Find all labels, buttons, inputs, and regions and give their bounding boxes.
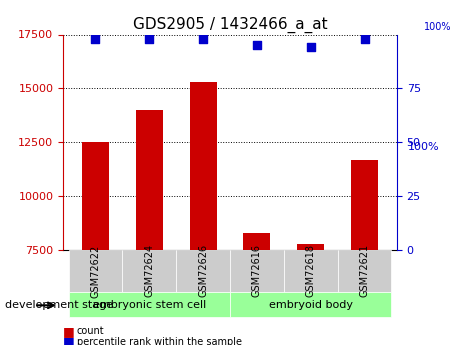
Text: GSM72626: GSM72626: [198, 244, 208, 297]
Point: [307, 45, 314, 50]
Bar: [244, 233, 271, 250]
Text: ■: ■: [63, 325, 75, 338]
Text: GSM72622: GSM72622: [91, 244, 101, 297]
Text: GSM72624: GSM72624: [144, 244, 154, 297]
Point: [199, 36, 207, 41]
Text: embryonic stem cell: embryonic stem cell: [92, 299, 206, 309]
FancyBboxPatch shape: [176, 250, 230, 292]
Bar: [297, 244, 324, 250]
Text: GSM72616: GSM72616: [252, 244, 262, 297]
Y-axis label: 100%: 100%: [408, 142, 439, 152]
Text: development stage: development stage: [5, 300, 113, 310]
Text: percentile rank within the sample: percentile rank within the sample: [77, 337, 242, 345]
Bar: [136, 110, 163, 250]
Text: 100%: 100%: [423, 22, 451, 32]
FancyBboxPatch shape: [69, 292, 230, 317]
Point: [146, 36, 153, 41]
Bar: [82, 142, 109, 250]
Title: GDS2905 / 1432466_a_at: GDS2905 / 1432466_a_at: [133, 17, 327, 33]
Point: [92, 36, 99, 41]
Text: GSM72618: GSM72618: [306, 244, 316, 297]
Bar: [189, 82, 216, 250]
Text: count: count: [77, 326, 104, 336]
FancyBboxPatch shape: [69, 250, 122, 292]
Text: GSM72621: GSM72621: [359, 244, 369, 297]
Point: [253, 42, 261, 48]
Bar: [351, 159, 378, 250]
Text: embryoid body: embryoid body: [269, 299, 353, 309]
FancyBboxPatch shape: [284, 250, 338, 292]
Text: ■: ■: [63, 335, 75, 345]
Point: [361, 36, 368, 41]
FancyBboxPatch shape: [230, 292, 391, 317]
FancyBboxPatch shape: [122, 250, 176, 292]
FancyBboxPatch shape: [338, 250, 391, 292]
FancyBboxPatch shape: [230, 250, 284, 292]
